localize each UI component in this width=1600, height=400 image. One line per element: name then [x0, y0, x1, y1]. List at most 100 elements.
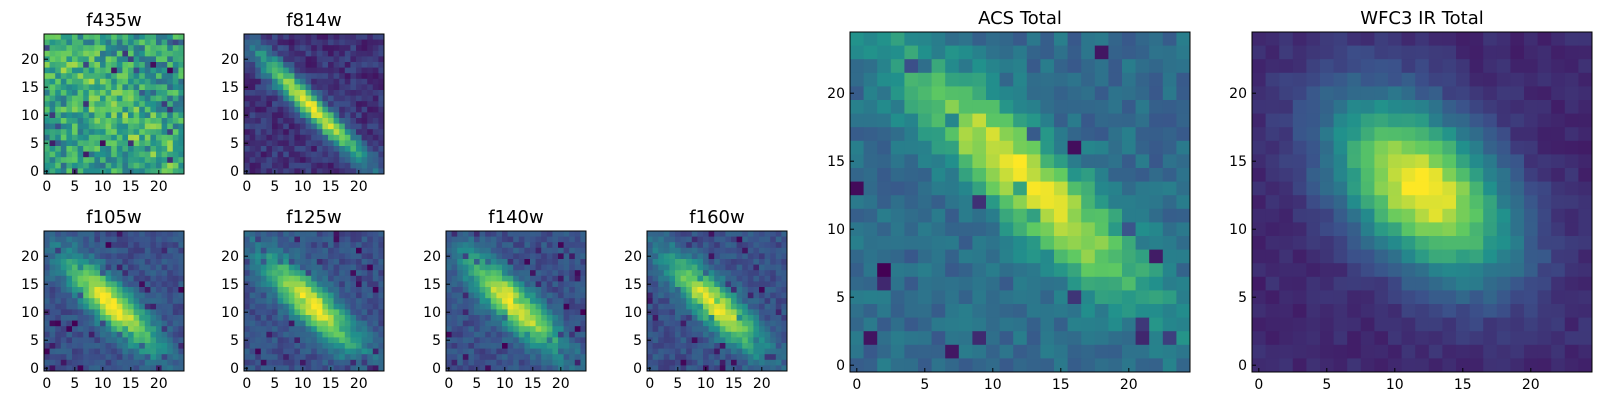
heatmap-cell: [294, 151, 301, 158]
heatmap-cell: [770, 348, 777, 355]
heatmap-cell: [244, 259, 250, 265]
heatmap-cell: [344, 354, 351, 361]
heatmap-cell: [249, 253, 256, 260]
heatmap-cell: [300, 231, 306, 237]
heatmap-cell: [731, 264, 737, 271]
heatmap-cell: [530, 337, 536, 344]
heatmap-cell: [652, 253, 659, 260]
heatmap-cell: [1388, 45, 1402, 60]
heatmap-cell: [697, 270, 704, 277]
heatmap-cell: [139, 34, 146, 40]
heatmap-cell: [1374, 100, 1389, 114]
heatmap-cell: [367, 90, 374, 96]
heatmap-cell: [658, 231, 665, 237]
heatmap-cell: [249, 326, 256, 333]
heatmap-cell: [1388, 181, 1402, 196]
heatmap-cell: [144, 151, 151, 158]
heatmap-cell: [999, 208, 1014, 223]
x-tick-label: 20: [1120, 377, 1138, 393]
heatmap-cell: [669, 287, 676, 293]
heatmap-cell: [116, 320, 123, 327]
heatmap-cell: [569, 242, 576, 249]
heatmap-cell: [541, 231, 548, 237]
heatmap-cell: [658, 326, 665, 333]
heatmap-cell: [100, 348, 106, 355]
heatmap-cell: [144, 337, 151, 344]
heatmap-cell: [904, 222, 919, 237]
heatmap-cell: [658, 309, 665, 316]
heatmap-cell: [288, 331, 295, 338]
heatmap-cell: [328, 151, 334, 158]
heatmap-cell: [372, 134, 379, 141]
heatmap-cell: [139, 348, 146, 355]
heatmap-cell: [518, 365, 525, 372]
heatmap-cell: [255, 56, 262, 63]
heatmap-cell: [546, 298, 553, 305]
heatmap-cell: [1279, 168, 1294, 182]
heatmap-cell: [1026, 140, 1041, 155]
x-tick-label: 0: [242, 179, 251, 195]
heatmap-cell: [49, 84, 56, 91]
heatmap-cell: [1122, 100, 1136, 114]
heatmap-cell: [72, 146, 78, 152]
heatmap-cell: [1040, 113, 1055, 128]
heatmap-cell: [496, 315, 503, 321]
heatmap-cell: [72, 34, 78, 40]
heatmap-cell: [747, 231, 754, 237]
heatmap-cell: [294, 45, 301, 52]
heatmap-cell: [156, 118, 162, 124]
heatmap-cell: [372, 264, 379, 271]
heatmap-cell: [333, 118, 340, 124]
heatmap-cell: [725, 281, 732, 288]
heatmap-cell: [161, 309, 168, 316]
heatmap-cell: [288, 101, 295, 108]
heatmap-cell: [49, 264, 56, 271]
heatmap-cell: [945, 195, 960, 210]
heatmap-cell: [139, 281, 146, 288]
heatmap-cell: [111, 140, 118, 147]
heatmap-cell: [719, 337, 726, 344]
heatmap-cell: [150, 259, 157, 265]
heatmap-cell: [1551, 45, 1566, 60]
heatmap-cell: [139, 247, 146, 254]
heatmap-cell: [55, 359, 62, 366]
heatmap-cell: [111, 84, 118, 91]
heatmap-cell: [986, 263, 1000, 278]
heatmap-cell: [105, 242, 112, 249]
heatmap-cell: [490, 236, 497, 243]
heatmap-cell: [1456, 236, 1470, 250]
heatmap-cell: [1374, 222, 1389, 237]
y-tick-label: 5: [30, 136, 39, 152]
heatmap-cell: [697, 337, 704, 344]
heatmap-cell: [255, 118, 262, 124]
heatmap-cell: [479, 270, 486, 277]
heatmap-cell: [931, 195, 946, 210]
heatmap-cell: [260, 337, 267, 344]
heatmap-cell: [918, 113, 932, 128]
heatmap-cell: [305, 118, 312, 124]
heatmap-cell: [1279, 249, 1294, 264]
heatmap-cell: [524, 309, 531, 316]
heatmap-cell: [350, 281, 357, 288]
heatmap-cell: [244, 73, 250, 80]
heatmap-cell: [83, 50, 90, 57]
heatmap-cell: [1135, 32, 1150, 46]
heatmap-cell: [172, 292, 179, 299]
heatmap-cell: [462, 326, 469, 333]
heatmap-cell: [1333, 140, 1348, 155]
heatmap-cell: [1279, 140, 1294, 155]
heatmap-cell: [111, 253, 118, 260]
heatmap-cell: [294, 39, 301, 46]
heatmap-cell: [260, 78, 267, 85]
heatmap-cell: [502, 236, 508, 243]
heatmap-cell: [1067, 304, 1082, 318]
heatmap-cell: [378, 101, 385, 108]
heatmap-cell: [675, 292, 681, 299]
heatmap-cell: [945, 304, 960, 318]
heatmap-cell: [1483, 45, 1498, 60]
heatmap-cell: [918, 86, 932, 101]
heatmap-cell: [890, 72, 905, 87]
heatmap-cell: [300, 303, 306, 310]
heatmap-cell: [863, 222, 878, 237]
heatmap-cell: [116, 242, 123, 249]
